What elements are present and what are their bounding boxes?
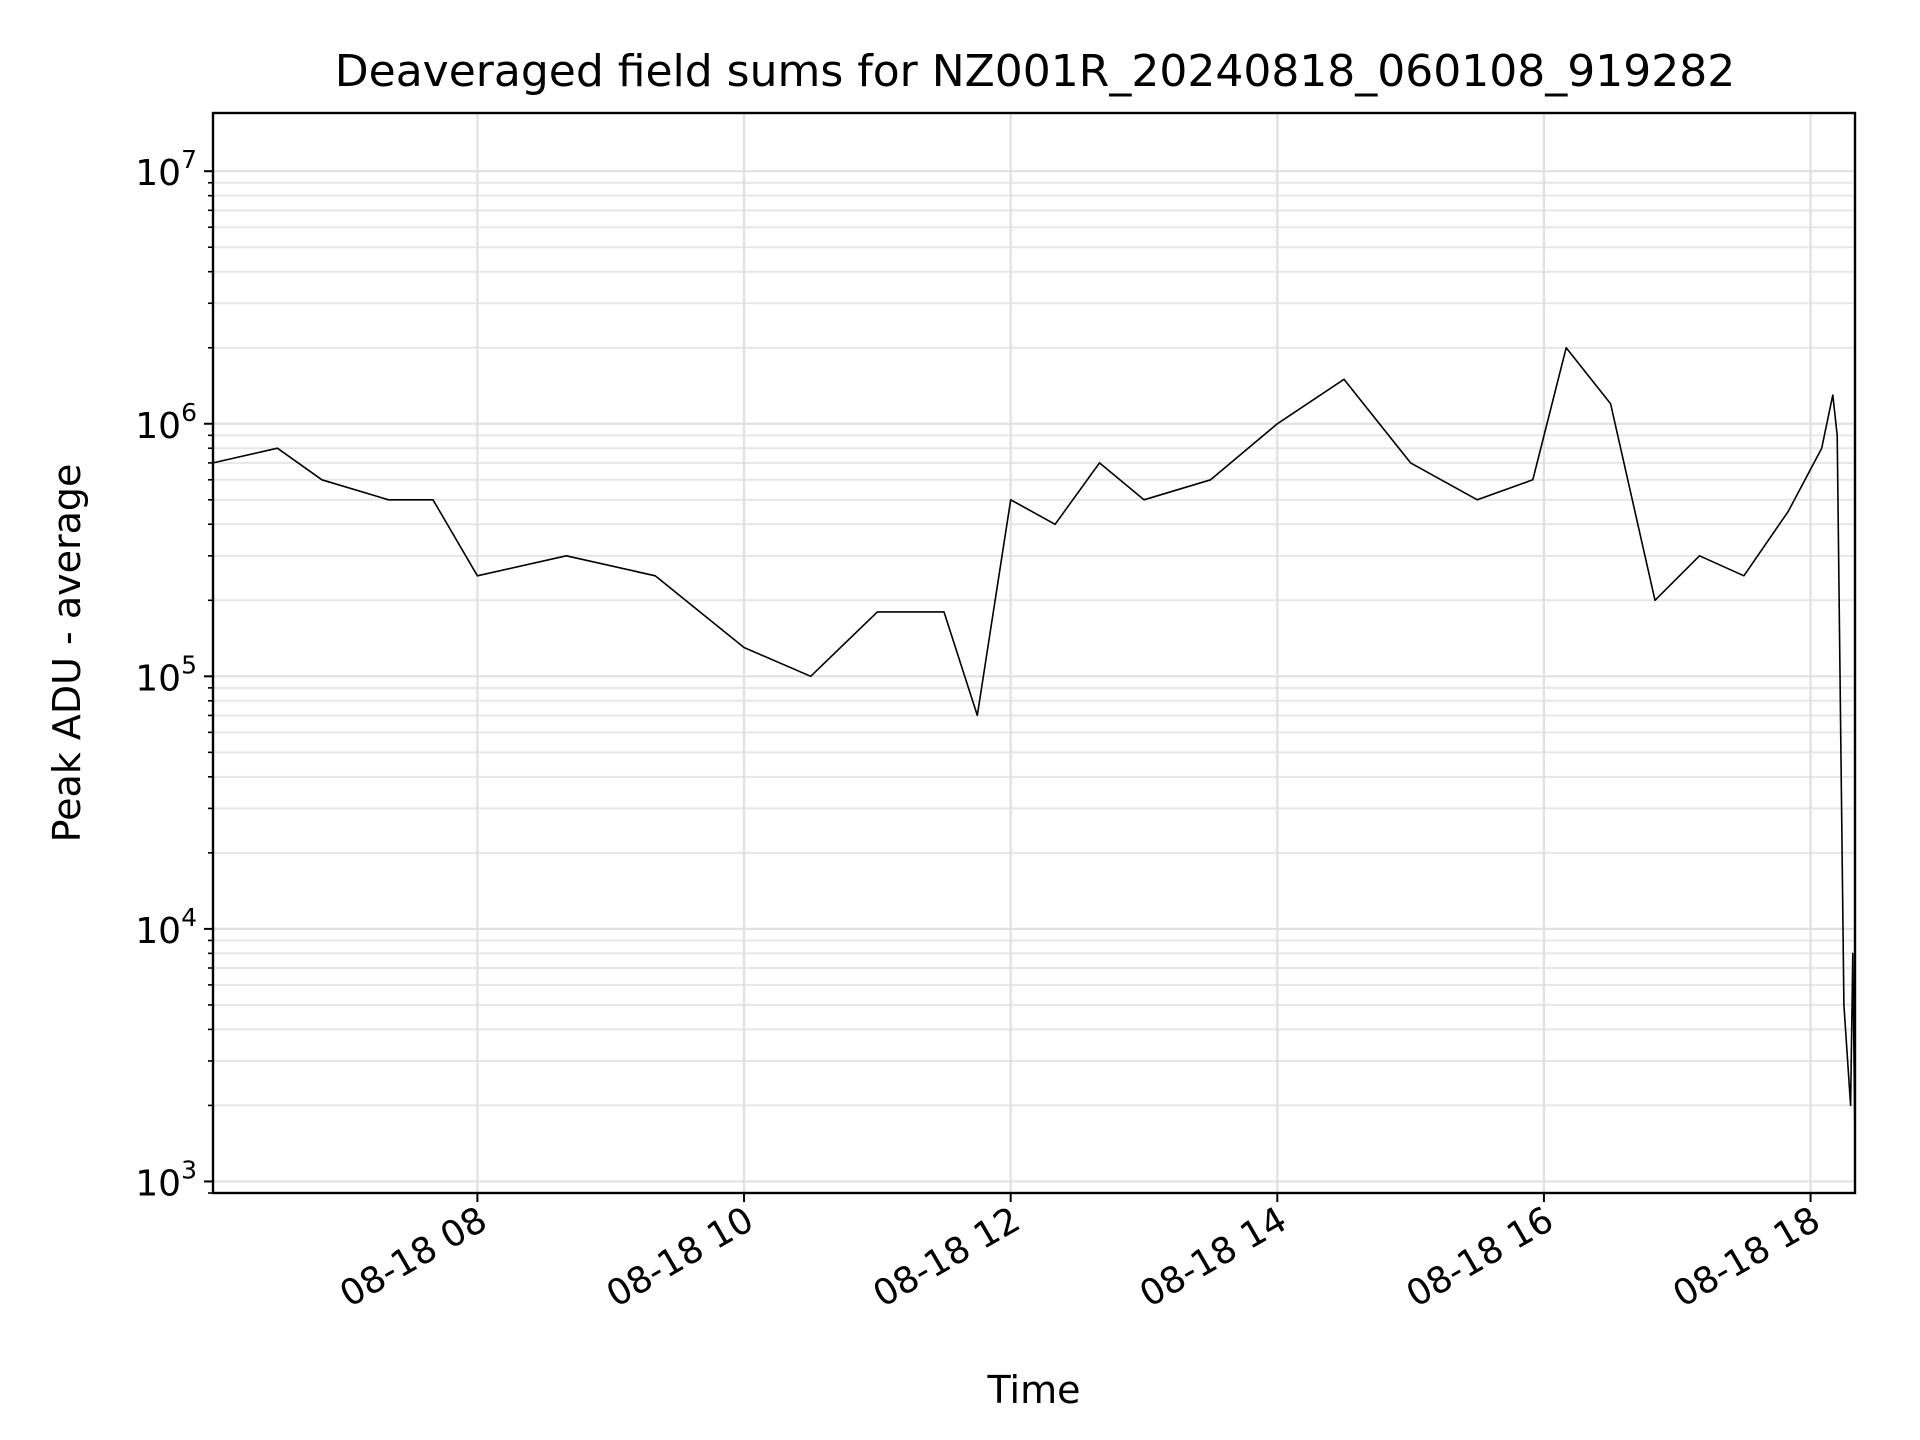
y-tick-label: 105 <box>135 650 197 699</box>
y-axis-label: Peak ADU - average <box>45 464 89 843</box>
grid-layer <box>213 113 1855 1194</box>
y-tick-label: 106 <box>135 398 197 447</box>
y-tick-label: 107 <box>135 145 197 194</box>
data-line-layer <box>212 346 1856 1145</box>
y-tick-label: 104 <box>135 903 197 952</box>
plot-frame <box>211 111 1857 1195</box>
data-line <box>212 346 1856 1145</box>
x-axis-label: Time <box>987 1368 1081 1412</box>
y-ticks-layer: 103 104 105 106 107 <box>135 145 213 1204</box>
y-tick-label: 103 <box>135 1155 197 1204</box>
chart-title: Deaveraged field sums for NZ001R_2024081… <box>335 46 1735 97</box>
